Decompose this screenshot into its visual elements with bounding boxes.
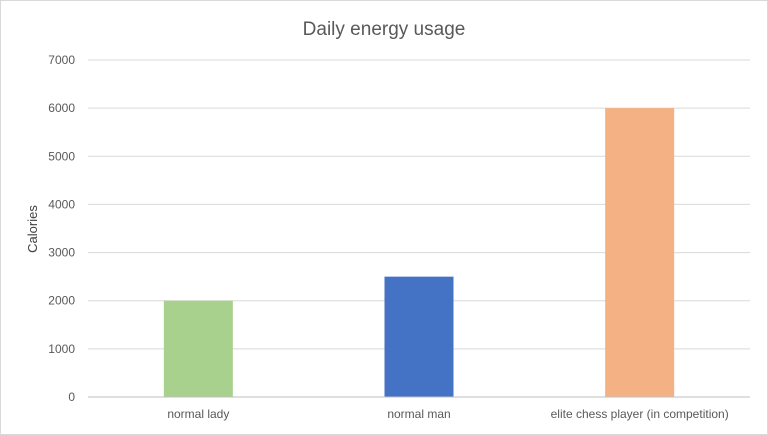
y-tick-label: 4000 [48, 197, 75, 211]
y-axis-label: Calories [25, 205, 40, 253]
bars [163, 108, 675, 398]
y-tick-label: 6000 [48, 101, 75, 115]
y-tick-label: 5000 [48, 149, 75, 163]
x-category-label: normal man [387, 407, 450, 421]
y-tick-label: 0 [68, 390, 75, 404]
y-axis-ticks: 0 1000 2000 3000 4000 5000 6000 7000 [48, 53, 75, 404]
bar [384, 276, 454, 397]
y-tick-label: 7000 [48, 53, 75, 67]
chart-title: Daily energy usage [303, 19, 466, 40]
y-tick-label: 2000 [48, 294, 75, 308]
x-category-label: normal lady [167, 407, 229, 421]
x-axis-categories: normal lady normal man elite chess player … [167, 407, 728, 421]
bar [605, 108, 675, 398]
x-category-label: elite chess player (in competition) [551, 407, 729, 421]
bar [163, 300, 233, 397]
y-tick-label: 1000 [48, 342, 75, 356]
y-tick-label: 3000 [48, 246, 75, 260]
